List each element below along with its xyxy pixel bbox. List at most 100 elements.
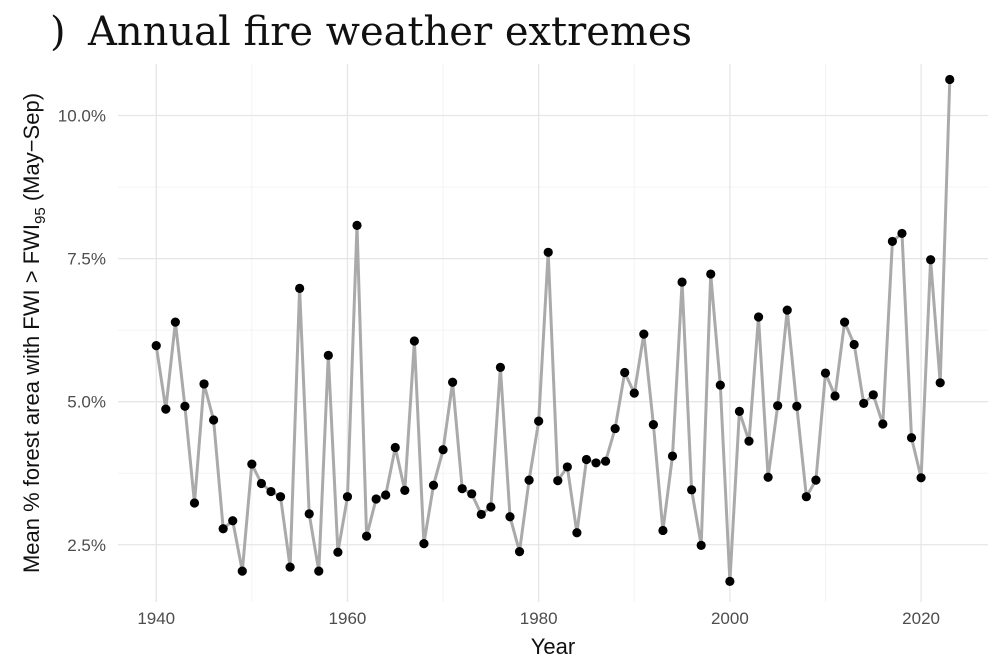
y-tick-label: 5.0% (67, 393, 106, 412)
data-point (218, 524, 228, 534)
data-point (887, 236, 897, 247)
data-point (543, 247, 553, 257)
data-point (591, 458, 601, 468)
data-point (935, 378, 945, 388)
data-point (199, 379, 209, 389)
data-point (916, 473, 926, 483)
data-point (687, 485, 697, 495)
data-point (495, 362, 506, 372)
data-point (323, 350, 333, 360)
data-point (247, 459, 257, 469)
data-point (295, 283, 305, 293)
data-point (839, 317, 850, 327)
data-point (476, 509, 486, 520)
data-point (763, 472, 773, 482)
data-point (524, 475, 534, 485)
data-point (629, 388, 639, 398)
data-point (237, 566, 247, 576)
x-tick-label: 1960 (329, 609, 367, 628)
data-point (897, 228, 907, 239)
data-point (600, 456, 611, 466)
data-point (753, 312, 764, 322)
data-point (438, 445, 448, 455)
data-point (352, 220, 362, 230)
data-point (180, 401, 190, 411)
x-tick-label: 2020 (902, 609, 940, 628)
data-point (782, 305, 792, 315)
data-point (170, 317, 180, 327)
data-point (534, 416, 544, 426)
data-point (285, 562, 295, 572)
data-point (706, 269, 716, 279)
data-point (314, 566, 324, 576)
series-line (154, 79, 952, 583)
data-point (945, 74, 955, 85)
x-tick-label: 2000 (711, 609, 749, 628)
data-point (725, 576, 735, 586)
data-point (868, 390, 878, 400)
data-point (361, 531, 372, 541)
x-axis-tick-labels: 1940 1960 1980 2000 2020 (137, 609, 940, 628)
data-point (467, 489, 477, 499)
data-point (161, 404, 171, 414)
y-tick-label: 10.0% (58, 107, 106, 126)
data-point (820, 368, 831, 378)
data-point (342, 492, 353, 502)
data-point (648, 419, 658, 430)
data-point (620, 367, 630, 378)
data-point (849, 339, 859, 350)
minor-gridlines-x (251, 64, 826, 602)
data-point (639, 329, 649, 339)
data-point (610, 423, 620, 434)
data-point (400, 485, 410, 495)
data-point (830, 391, 840, 401)
data-point (744, 436, 754, 446)
data-point (304, 509, 314, 519)
data-point (228, 516, 238, 526)
data-point (275, 492, 286, 502)
data-points (151, 74, 955, 586)
data-point (773, 401, 783, 411)
data-point (696, 540, 706, 550)
data-point (677, 277, 687, 287)
data-point (419, 539, 429, 549)
data-point (266, 486, 276, 497)
data-point (658, 525, 668, 536)
y-axis-title: Mean % forest area with FWI > FWI95 (May… (19, 93, 49, 573)
y-tick-label: 7.5% (67, 250, 106, 269)
y-axis-tick-labels: 2.5% 5.0% 7.5% 10.0% (58, 107, 106, 555)
data-point (859, 398, 869, 408)
data-point (581, 454, 592, 465)
x-tick-label: 1940 (137, 609, 175, 628)
data-point (792, 401, 802, 411)
data-point (390, 442, 400, 453)
y-axis-title-period: (May−Sep) (19, 93, 44, 207)
y-tick-label: 2.5% (67, 536, 106, 555)
data-point (878, 419, 888, 429)
y-axis-title-subscript: 95 (32, 207, 49, 224)
data-point (572, 528, 582, 538)
data-point (409, 336, 419, 346)
data-point (811, 475, 821, 485)
data-point (801, 492, 811, 502)
data-point (428, 480, 439, 490)
chart-title: Annual fire weather extremes (87, 9, 692, 55)
data-point (209, 415, 219, 425)
data-point (926, 255, 936, 265)
data-point (906, 433, 917, 443)
y-axis-title-main: Mean % forest area with FWI > FWI (19, 224, 44, 573)
x-tick-label: 1980 (520, 609, 558, 628)
minor-gridlines-y (118, 186, 988, 474)
data-point (381, 490, 391, 500)
x-axis-title: Year (531, 634, 575, 656)
data-point (448, 377, 458, 387)
data-point (715, 380, 725, 390)
data-point (553, 476, 563, 486)
data-point (256, 478, 267, 489)
data-point (734, 406, 745, 417)
data-point (562, 462, 572, 472)
data-point (505, 512, 515, 522)
data-point (189, 498, 200, 508)
data-point (486, 502, 496, 512)
